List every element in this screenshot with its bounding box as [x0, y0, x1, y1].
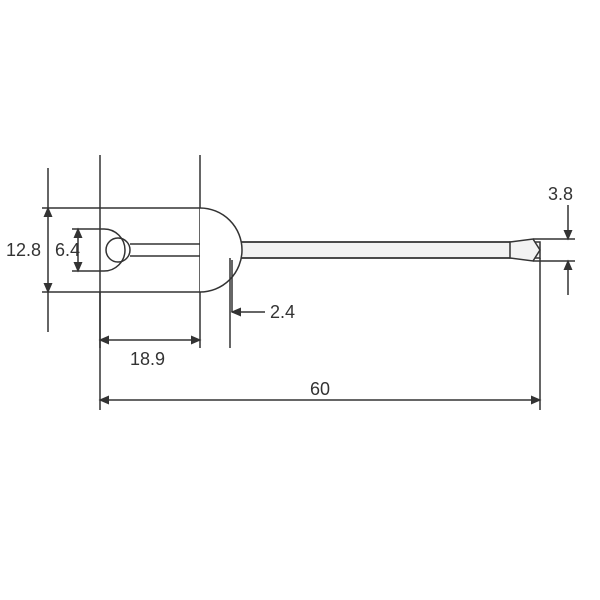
label-60: 60	[310, 379, 330, 399]
label-12-8: 12.8	[6, 240, 41, 260]
label-18-9: 18.9	[130, 349, 165, 369]
label-6-4: 6.4	[55, 240, 80, 260]
shaft-tip	[510, 239, 540, 261]
label-3-8: 3.8	[548, 184, 573, 204]
head-body	[100, 208, 200, 292]
head-dome	[200, 208, 242, 292]
rivet-part	[100, 208, 540, 292]
label-2-4: 2.4	[270, 302, 295, 322]
shaft	[200, 242, 540, 258]
